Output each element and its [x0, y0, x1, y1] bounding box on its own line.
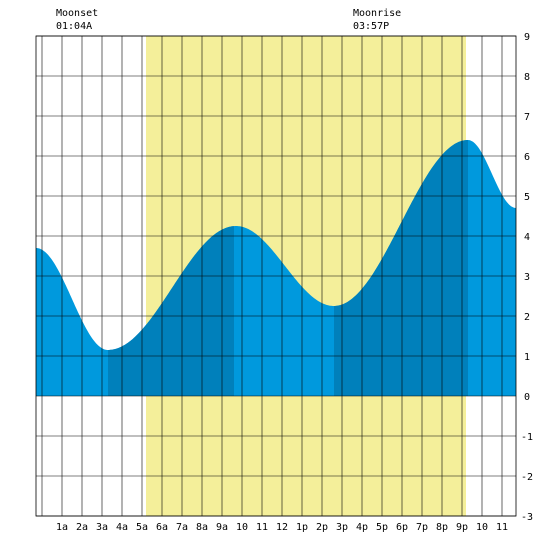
grid-layer [35, 35, 517, 517]
tide-shaded-interval-2 [334, 140, 468, 396]
y-tick-label: 2 [524, 312, 530, 323]
x-tick-label: 12 [276, 522, 288, 533]
y-tick-labels: -3 -2 -1 0 1 2 3 4 5 6 7 8 9 [521, 32, 533, 523]
x-tick-label: 9a [216, 522, 228, 533]
x-tick-label: 1a [56, 522, 68, 533]
x-tick-label: 3p [336, 522, 348, 533]
y-tick-label: 1 [524, 352, 530, 363]
x-tick-label: 11 [496, 522, 508, 533]
x-tick-label: 5p [376, 522, 388, 533]
y-tick-label: -2 [521, 472, 533, 483]
y-tick-label: 0 [524, 392, 530, 403]
y-tick-label: 9 [524, 32, 530, 43]
y-tick-label: 5 [524, 192, 530, 203]
moonrise-time: 03:57P [353, 21, 389, 32]
x-tick-label: 2a [76, 522, 88, 533]
x-tick-label: 8p [436, 522, 448, 533]
moonset-time: 01:04A [56, 21, 92, 32]
tide-layer [36, 140, 516, 396]
x-tick-label: 5a [136, 522, 148, 533]
x-tick-labels: 1a 2a 3a 4a 5a 6a 7a 8a 9a 10 11 12 1p 2p 3p 4p 5p 6p 7p 8p… [56, 522, 508, 533]
y-tick-label: -3 [521, 512, 533, 523]
x-tick-label: 1p [296, 522, 308, 533]
x-tick-label: 6p [396, 522, 408, 533]
y-tick-label: 7 [524, 112, 530, 123]
x-tick-label: 11 [256, 522, 268, 533]
y-tick-label: -1 [521, 432, 533, 443]
x-tick-label: 3a [96, 522, 108, 533]
plot-border [35, 35, 517, 517]
x-tick-label: 2p [316, 522, 328, 533]
y-tick-label: 4 [524, 232, 530, 243]
x-tick-label: 9p [456, 522, 468, 533]
y-tick-label: 8 [524, 72, 530, 83]
x-tick-label: 8a [196, 522, 208, 533]
x-tick-label: 6a [156, 522, 168, 533]
x-tick-label: 4a [116, 522, 128, 533]
x-tick-label: 10 [236, 522, 248, 533]
moonset-label: Moonset [56, 8, 98, 19]
y-tick-label: 3 [524, 272, 530, 283]
y-tick-label: 6 [524, 152, 530, 163]
x-tick-label: 10 [476, 522, 488, 533]
tide-shaded-interval-1 [108, 226, 234, 396]
x-tick-label: 7a [176, 522, 188, 533]
x-tick-label: 7p [416, 522, 428, 533]
moonrise-label: Moonrise [353, 8, 401, 19]
x-tick-label: 4p [356, 522, 368, 533]
